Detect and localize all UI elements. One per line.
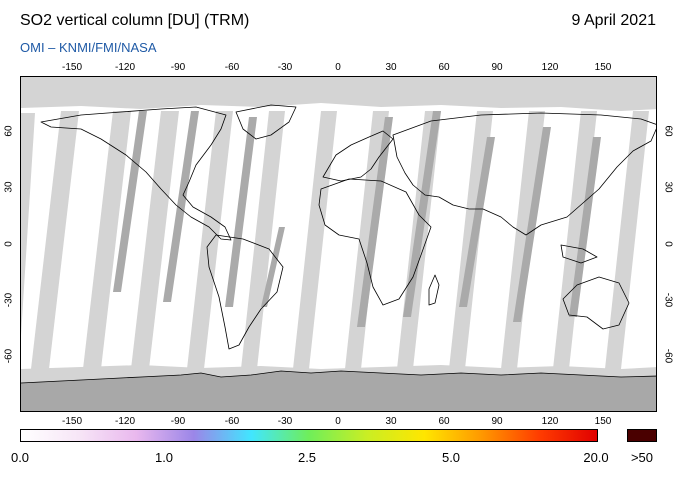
coastlines [40, 104, 656, 350]
map-title: SO2 vertical column [DU] (TRM) [20, 12, 250, 29]
madagascar-outline [428, 274, 440, 306]
over-range-label: >50 [630, 450, 654, 465]
arctic-no-data-area [21, 77, 656, 111]
lon-tick-top: -150 [61, 62, 83, 73]
africa-outline [318, 178, 432, 306]
row-anomaly-streak [357, 117, 393, 327]
lon-tick-top: 60 [438, 62, 450, 73]
antarctica-coastline [21, 370, 656, 384]
north-america-outline [40, 106, 232, 241]
lat-tick-left: 30 [3, 181, 15, 193]
lon-tick-bottom: 60 [438, 416, 450, 427]
lon-tick-bottom: 90 [491, 416, 503, 427]
asia-outline [392, 112, 656, 236]
lat-tick-left: -60 [3, 348, 15, 364]
orbit-gap-swath [605, 111, 649, 369]
orbit-gap-swath [83, 111, 131, 369]
lon-tick-bottom: 30 [385, 416, 397, 427]
row-anomaly-streak [113, 111, 147, 292]
lon-tick-top: -120 [114, 62, 136, 73]
row-anomaly-streak [261, 227, 285, 307]
row-anomaly-streak [403, 111, 441, 317]
lon-tick-top: -60 [224, 62, 240, 73]
colorbar-label: 5.0 [441, 450, 461, 465]
row-anomaly-streak [513, 127, 551, 322]
lon-tick-top: -30 [277, 62, 293, 73]
world-map-svg [21, 77, 656, 411]
row-anomaly-streak [459, 137, 495, 307]
lon-tick-bottom: -120 [114, 416, 136, 427]
lon-tick-top: 0 [335, 62, 341, 73]
lon-tick-bottom: 120 [541, 416, 559, 427]
orbit-gap-swath [241, 111, 285, 369]
orbit-gap-swath [553, 111, 597, 369]
lon-tick-bottom: 150 [594, 416, 612, 427]
colorbar-label: 1.0 [154, 450, 174, 465]
orbit-gap-swath [21, 113, 35, 336]
lon-tick-bottom: 0 [335, 416, 341, 427]
lon-tick-bottom: -90 [170, 416, 186, 427]
orbit-gap-swath [31, 111, 79, 369]
row-anomaly-streak [569, 137, 601, 317]
lat-tick-left: 0 [3, 241, 15, 247]
antarctica [21, 371, 656, 411]
lon-tick-top: 30 [385, 62, 397, 73]
colorbar-label: 20.0 [583, 450, 609, 465]
lon-tick-top: 150 [594, 62, 612, 73]
lat-tick-left: 60 [3, 125, 15, 137]
colorbar-label: 2.5 [297, 450, 317, 465]
orbit-gap-swath [501, 111, 545, 369]
so2-colorbar [20, 429, 598, 442]
colorbar-label: 0.0 [10, 450, 30, 465]
south-america-outline [206, 234, 284, 350]
lon-tick-bottom: -150 [61, 416, 83, 427]
greenland-outline [235, 104, 297, 140]
over-range-swatch [627, 429, 657, 442]
lon-tick-bottom: -30 [277, 416, 293, 427]
lon-tick-top: 120 [541, 62, 559, 73]
row-anomaly-streak [163, 111, 199, 302]
lat-tick-right: 0 [662, 241, 674, 247]
lat-tick-right: 30 [662, 181, 674, 193]
europe-outline [322, 130, 394, 182]
lon-tick-bottom: -60 [224, 416, 240, 427]
credit-line: OMI – KNMI/FMI/NASA [20, 40, 157, 55]
lat-tick-right: -30 [662, 292, 674, 308]
orbit-gap-swath [293, 111, 337, 369]
lat-tick-right: 60 [662, 125, 674, 137]
orbit-gap-swath [131, 111, 179, 369]
row-anomaly-streaks [113, 111, 601, 327]
lat-tick-left: -30 [3, 292, 15, 308]
so2-map [20, 76, 657, 412]
map-date: 9 April 2021 [571, 12, 656, 29]
indonesia-outline [560, 244, 598, 264]
lat-tick-right: -60 [662, 348, 674, 364]
orbit-gap-swath [187, 111, 233, 369]
lon-tick-top: -90 [170, 62, 186, 73]
lon-tick-top: 90 [491, 62, 503, 73]
row-anomaly-streak [225, 117, 257, 307]
australia-outline [562, 276, 630, 330]
